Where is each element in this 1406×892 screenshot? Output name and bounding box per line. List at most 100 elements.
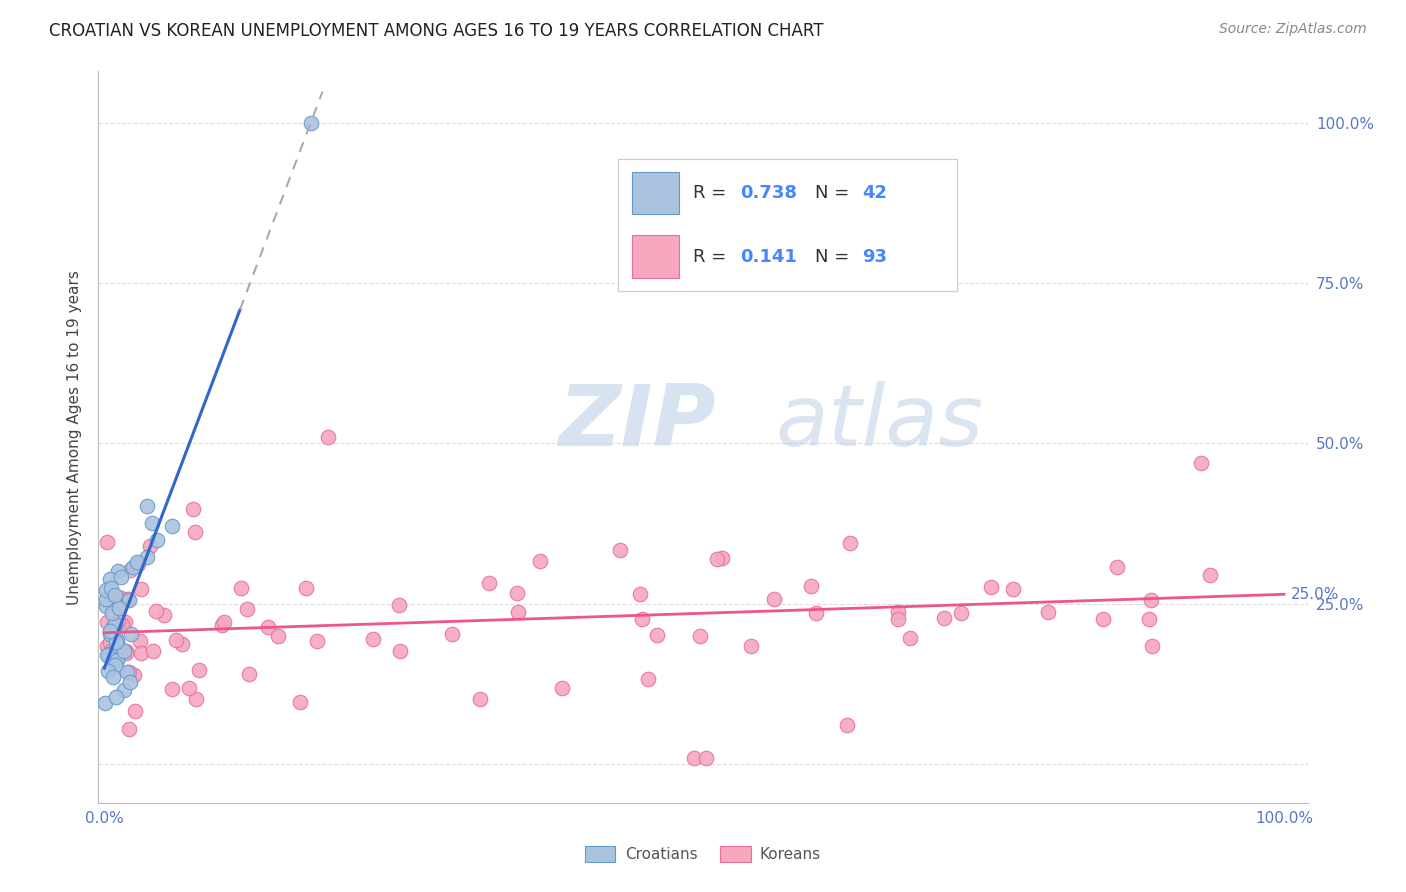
Point <box>898 631 921 645</box>
Point <box>115 644 138 658</box>
Point <box>98 626 121 640</box>
Point <box>186 692 208 706</box>
Point <box>107 599 129 614</box>
Point <box>238 666 260 681</box>
Point <box>886 605 908 619</box>
Point <box>97 647 120 661</box>
Point <box>1092 611 1115 625</box>
Point <box>305 634 328 648</box>
Point <box>361 632 384 646</box>
Point <box>706 552 728 566</box>
Point <box>160 518 183 533</box>
Point <box>104 588 127 602</box>
Point <box>165 633 187 648</box>
Y-axis label: Unemployment Among Ages 16 to 19 years: Unemployment Among Ages 16 to 19 years <box>67 269 83 605</box>
Point <box>98 624 121 639</box>
Point <box>110 645 132 659</box>
Point <box>101 648 124 662</box>
Point <box>107 614 129 628</box>
Point <box>153 608 176 623</box>
Point <box>107 653 129 667</box>
Point <box>124 704 146 718</box>
Point <box>96 535 118 549</box>
Point <box>97 664 120 678</box>
Point <box>683 751 706 765</box>
Point <box>142 644 165 658</box>
Text: ZIP: ZIP <box>558 381 716 464</box>
Point <box>689 629 711 643</box>
Point <box>94 583 117 598</box>
Point <box>98 572 121 586</box>
Legend: Croatians, Koreans: Croatians, Koreans <box>579 840 827 868</box>
Point <box>950 606 973 620</box>
Point <box>645 628 668 642</box>
Point <box>135 499 157 513</box>
Point <box>129 633 152 648</box>
Point <box>117 592 139 607</box>
Point <box>103 645 125 659</box>
Point <box>110 617 132 632</box>
Point <box>637 672 659 686</box>
Point <box>104 690 127 704</box>
Point <box>108 601 131 615</box>
Point <box>631 611 654 625</box>
Point <box>96 639 118 653</box>
Point <box>388 599 411 613</box>
Point <box>112 644 135 658</box>
Point <box>104 627 127 641</box>
Point <box>105 652 128 666</box>
Point <box>114 646 136 660</box>
Point <box>107 639 129 653</box>
Point <box>96 615 118 630</box>
Point <box>440 627 463 641</box>
Point <box>98 625 121 640</box>
Point <box>231 581 253 595</box>
Point <box>711 551 734 566</box>
Point <box>122 560 145 574</box>
Point <box>105 635 128 649</box>
Point <box>120 675 142 690</box>
Point <box>177 681 200 695</box>
Point <box>114 682 136 697</box>
Text: Source: ZipAtlas.com: Source: ZipAtlas.com <box>1219 22 1367 37</box>
Point <box>1137 612 1160 626</box>
Point <box>146 533 169 547</box>
Point <box>139 539 162 553</box>
Point <box>125 555 148 569</box>
Point <box>160 682 183 697</box>
Point <box>170 637 193 651</box>
Point <box>529 554 551 568</box>
Point <box>800 579 823 593</box>
Point <box>695 751 717 765</box>
Point <box>1198 568 1220 582</box>
Point <box>211 618 233 632</box>
Point <box>506 586 529 600</box>
Point <box>1105 560 1128 574</box>
Point <box>127 557 149 571</box>
Point <box>887 612 910 626</box>
Point <box>1139 593 1161 607</box>
Point <box>114 615 136 630</box>
Point <box>740 639 762 653</box>
Point <box>141 516 163 530</box>
Point <box>236 602 259 616</box>
Point <box>135 550 157 565</box>
Point <box>763 591 786 606</box>
Point <box>838 536 860 550</box>
Point <box>257 620 280 634</box>
Point <box>214 615 236 629</box>
Point <box>551 681 574 695</box>
Point <box>980 580 1002 594</box>
Point <box>97 648 120 662</box>
Point <box>118 563 141 577</box>
Point <box>101 606 124 620</box>
Point <box>183 501 205 516</box>
Point <box>1140 639 1163 653</box>
Point <box>118 722 141 736</box>
Point <box>145 604 167 618</box>
Point <box>318 430 340 444</box>
Point <box>100 643 122 657</box>
Point <box>299 116 322 130</box>
Point <box>110 591 132 606</box>
Point <box>108 597 131 611</box>
